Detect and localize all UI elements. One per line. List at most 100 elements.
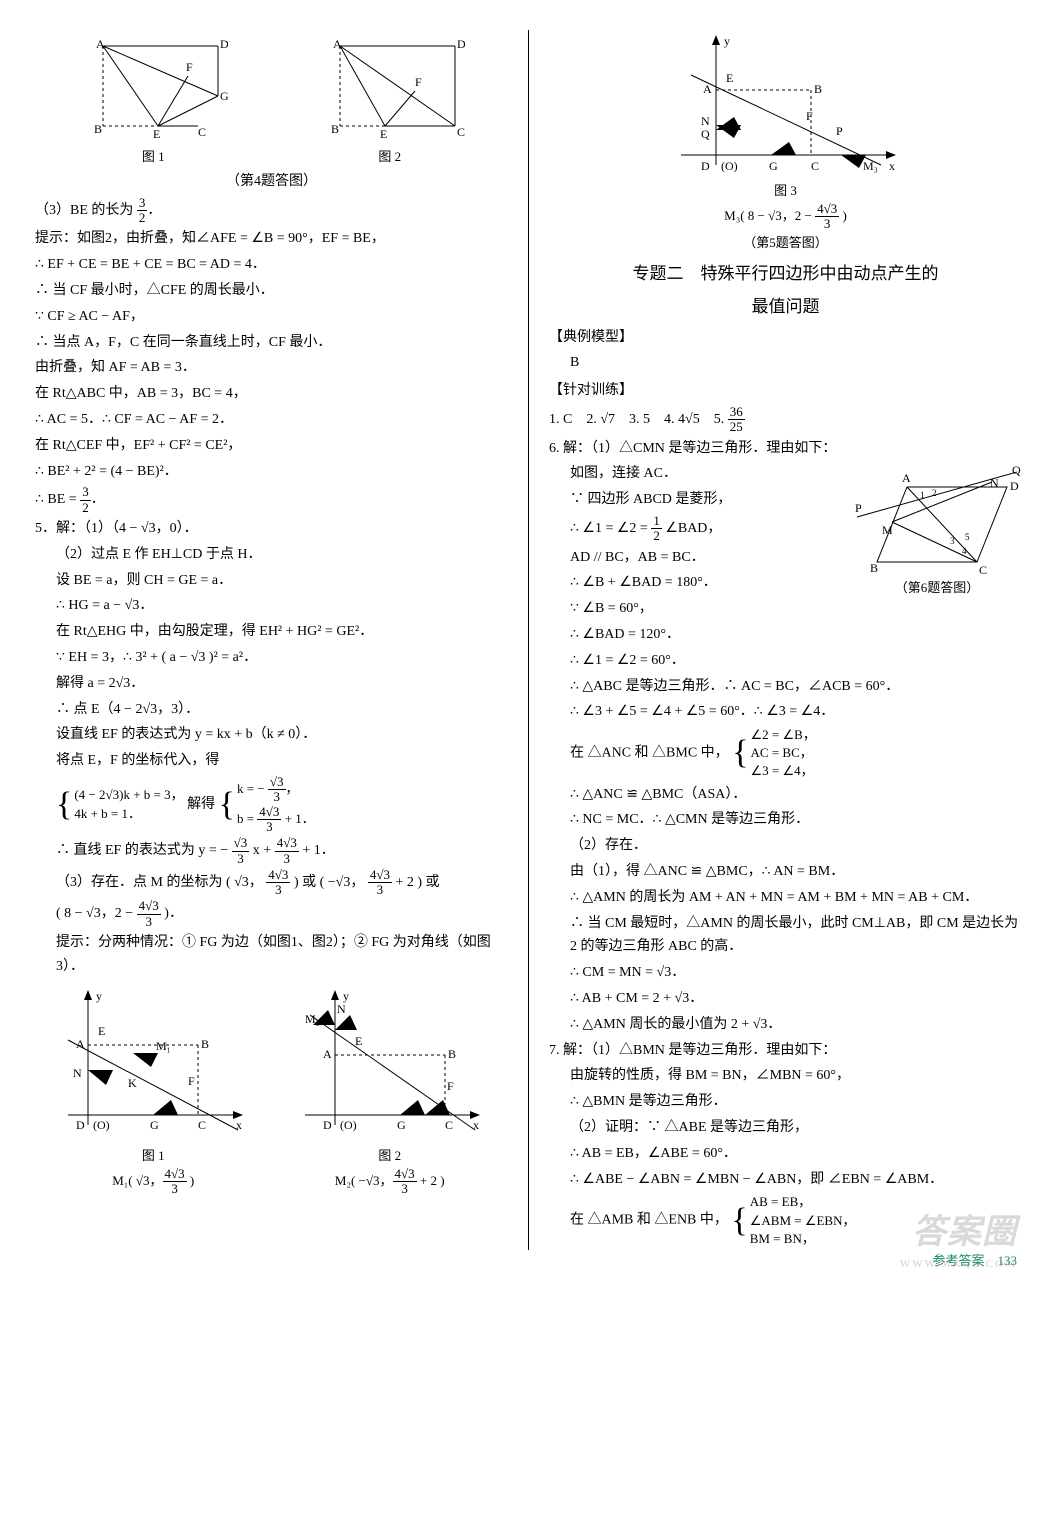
svg-text:F: F xyxy=(415,75,422,89)
svg-text:4: 4 xyxy=(962,546,967,556)
q5-l7: 解得 a = 2√3． xyxy=(35,672,508,696)
svg-text:B: B xyxy=(331,122,339,136)
q4-l4: ∴ 当 CF 最小时，△CFE 的周长最小． xyxy=(35,279,508,303)
q4-l8: 在 Rt△ABC 中，AB = 3，BC = 4， xyxy=(35,382,508,406)
svg-text:1: 1 xyxy=(920,490,925,500)
svg-text:C: C xyxy=(457,125,465,139)
q5-fig3: yx AEB NQ FP D(O) GC M₃ xyxy=(671,30,901,180)
svg-text:F: F xyxy=(806,109,813,123)
q5-system: { (4 − 2√3)k + b = 3， 4k + b = 1． 解得 { k… xyxy=(35,775,508,834)
svg-text:x: x xyxy=(473,1118,479,1132)
q4-l3: ∴ EF + CE = BE + CE = BC = AD = 4． xyxy=(35,253,508,277)
q7-l5: ∴ AB = EB，∠ABE = 60°． xyxy=(549,1142,1022,1166)
svg-text:B: B xyxy=(870,561,878,575)
watermark-url: WWW.MXQE.COM xyxy=(900,1255,1017,1274)
q6-fig-caption: （第6题答图） xyxy=(895,577,980,599)
q6-figure: PQ AD BC MN 12 435 （第6题答图） xyxy=(852,462,1022,599)
q4-fig2: A D B C E F xyxy=(315,36,465,146)
svg-text:y: y xyxy=(343,989,349,1003)
svg-text:G: G xyxy=(769,159,778,173)
svg-text:E: E xyxy=(380,127,387,141)
q5-fig2: yx NM₂ AEB F D(O) GC xyxy=(295,985,485,1145)
svg-text:M₂: M₂ xyxy=(305,1012,320,1026)
q4-l12: ∴ BE = 32． xyxy=(35,485,508,515)
q5-m2: M₂( −√3，4√33 + 2 ) xyxy=(335,1167,445,1197)
svg-text:P: P xyxy=(836,124,843,138)
svg-text:y: y xyxy=(724,34,730,48)
q6-l17: ∴ △AMN 的周长为 AM + AN + MN = AM + BM + MN … xyxy=(549,886,1022,910)
q6-l18: ∴ 当 CM 最短时，△AMN 的周长最小，此时 CM⊥AB，即 CM 是边长为… xyxy=(549,912,1022,960)
q6-l1: 6. 解：（1）△CMN 是等边三角形．理由如下： xyxy=(549,437,1022,461)
svg-text:A: A xyxy=(902,471,911,485)
svg-text:N: N xyxy=(701,114,710,128)
q5-m1: M₁( √3，4√33 ) xyxy=(112,1167,194,1197)
svg-text:E: E xyxy=(98,1024,105,1038)
svg-text:A: A xyxy=(333,37,342,51)
svg-text:C: C xyxy=(198,1118,206,1132)
q4-fig2-label: 图 2 xyxy=(378,146,401,168)
q5-l9: 设直线 EF 的表达式为 y = kx + b（k ≠ 0）． xyxy=(35,723,508,747)
train-answers: 1. C 2. √7 3. 5 4. 4√5 5. 3625 xyxy=(549,405,1022,435)
q4-l1: （3）BE 的长为 32． xyxy=(35,196,508,226)
svg-text:A: A xyxy=(76,1037,85,1051)
svg-text:F: F xyxy=(447,1079,454,1093)
svg-text:E: E xyxy=(355,1034,362,1048)
svg-text:G: G xyxy=(150,1118,159,1132)
q6-l19: ∴ CM = MN = √3． xyxy=(549,961,1022,985)
svg-text:G: G xyxy=(220,89,228,103)
q6-l13: ∴ △ANC ≌ △BMC（ASA）． xyxy=(549,783,1022,807)
q6-l20: ∴ AB + CM = 2 + √3． xyxy=(549,987,1022,1011)
q4-l6: ∴ 当点 A，F，C 在同一条直线上时，CF 最小． xyxy=(35,331,508,355)
q4-l11: ∴ BE² + 2² = (4 − BE)²． xyxy=(35,460,508,484)
svg-text:B: B xyxy=(94,122,102,136)
topic-title-1: 专题二 特殊平行四边形中由动点产生的 xyxy=(549,260,1022,289)
q7-l6: ∴ ∠ABE − ∠ABN = ∠MBN − ∠ABN，即 ∠EBN = ∠AB… xyxy=(549,1168,1022,1192)
svg-text:Q: Q xyxy=(1012,463,1021,477)
q7-l4: （2）证明：∵ △ABE 是等边三角形， xyxy=(549,1116,1022,1140)
q4-caption: （第4题答图） xyxy=(35,170,508,194)
svg-text:A: A xyxy=(703,82,712,96)
svg-text:E: E xyxy=(153,127,160,141)
q4-l9: ∴ AC = 5．∴ CF = AC − AF = 2． xyxy=(35,408,508,432)
svg-text:F: F xyxy=(188,1074,195,1088)
q5-l11: ∴ 直线 EF 的表达式为 y = − √33 x + 4√33 + 1． xyxy=(35,836,508,866)
q7-l1: 7. 解：（1）△BMN 是等边三角形．理由如下： xyxy=(549,1039,1022,1063)
q4-l2: 提示：如图2，由折叠，知∠AFE = ∠B = 90°，EF = BE， xyxy=(35,227,508,251)
q6-l16: 由（1），得 △ANC ≌ △BMC，∴ AN = BM． xyxy=(549,860,1022,884)
svg-text:C: C xyxy=(811,159,819,173)
svg-text:P: P xyxy=(855,501,862,515)
svg-text:D: D xyxy=(220,37,228,51)
q4-fig1: AD BC EF G xyxy=(78,36,228,146)
q6-l8: ∴ ∠BAD = 120°． xyxy=(549,623,1022,647)
left-column: A D B C E F G 图 1 A D B C E F 图 2 xyxy=(35,30,508,1250)
right-column: yx AEB NQ FP D(O) GC M₃ 图 3 M₃( 8 − √3，2… xyxy=(549,30,1022,1250)
q5-l10: 将点 E，F 的坐标代入，得 xyxy=(35,749,508,773)
svg-text:Q: Q xyxy=(701,127,710,141)
q6-l7: ∵ ∠B = 60°， xyxy=(549,597,1022,621)
topic-title-2: 最值问题 xyxy=(549,293,1022,322)
svg-text:M₃: M₃ xyxy=(863,159,878,173)
svg-text:G: G xyxy=(397,1118,406,1132)
q5-l3: 设 BE = a，则 CH = GE = a． xyxy=(35,569,508,593)
svg-text:B: B xyxy=(201,1037,209,1051)
watermark: 答案圈 xyxy=(912,1204,1017,1262)
svg-text:D: D xyxy=(701,159,710,173)
q5-m3: M₃( 8 − √3，2 − 4√33 ) xyxy=(724,202,847,232)
svg-text:M: M xyxy=(882,523,893,537)
q5-fig3-caption: （第5题答图） xyxy=(743,232,828,254)
q5-l2: （2）过点 E 作 EH⊥CD 于点 H． xyxy=(35,543,508,567)
train-head: 【针对训练】 xyxy=(549,379,1022,403)
svg-text:D: D xyxy=(457,37,465,51)
q5-fig3-block: yx AEB NQ FP D(O) GC M₃ 图 3 M₃( 8 − √3，2… xyxy=(549,30,1022,254)
svg-text:N: N xyxy=(337,1002,346,1016)
q4-l10: 在 Rt△CEF 中，EF² + CF² = CE²， xyxy=(35,434,508,458)
q4-fig1-label: 图 1 xyxy=(142,146,165,168)
svg-text:D: D xyxy=(76,1118,85,1132)
q6-l21: ∴ △AMN 周长的最小值为 2 + √3． xyxy=(549,1013,1022,1037)
q5-l5: 在 Rt△EHG 中，由勾股定理，得 EH² + HG² = GE²． xyxy=(35,620,508,644)
q4-figures: A D B C E F G 图 1 A D B C E F 图 2 xyxy=(35,36,508,168)
q5-fig1: yx AEB NM₁ KF D(O) GC xyxy=(58,985,248,1145)
q5-l1: 5．解：（1）（4 − √3，0）． xyxy=(35,517,508,541)
svg-text:B: B xyxy=(448,1047,456,1061)
svg-text:A: A xyxy=(96,37,105,51)
